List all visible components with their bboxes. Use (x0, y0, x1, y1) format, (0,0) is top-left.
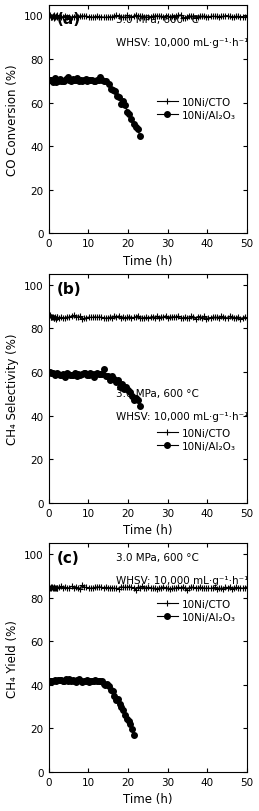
10Ni/CTO (85, 12, 88, 22)
X-axis label: Time (h): Time (h) (123, 524, 172, 537)
10Ni/CTO (48, 11, 51, 21)
10Ni/CTO (233, 584, 236, 594)
10Ni/Al₂O₃ (112, 375, 116, 384)
10Ni/CTO (245, 314, 248, 324)
10Ni/CTO (185, 585, 189, 594)
10Ni/CTO (81, 581, 84, 590)
10Ni/CTO (143, 313, 146, 323)
10Ni/CTO (237, 312, 240, 322)
X-axis label: Time (h): Time (h) (123, 792, 172, 805)
10Ni/Al₂O₃ (75, 371, 78, 381)
10Ni/CTO (52, 15, 55, 24)
10Ni/Al₂O₃ (136, 396, 139, 406)
10Ni/CTO (85, 582, 88, 592)
10Ni/CTO (162, 582, 165, 592)
10Ni/CTO (145, 14, 148, 24)
10Ni/Al₂O₃ (48, 676, 51, 686)
Text: (a): (a) (56, 12, 81, 28)
10Ni/Al₂O₃ (109, 684, 112, 694)
Text: 3.0 MPa, 600 °C: 3.0 MPa, 600 °C (116, 552, 199, 563)
10Ni/Al₂O₃ (67, 370, 70, 380)
10Ni/CTO (179, 11, 182, 21)
Text: WHSV: 10,000 mL·g⁻¹·h⁻¹: WHSV: 10,000 mL·g⁻¹·h⁻¹ (116, 412, 248, 422)
10Ni/CTO (160, 313, 163, 323)
10Ni/CTO (233, 13, 236, 23)
10Ni/CTO (48, 311, 51, 321)
10Ni/CTO (83, 314, 86, 324)
Text: 3.0 MPa, 600 °C: 3.0 MPa, 600 °C (116, 388, 199, 399)
10Ni/Al₂O₃ (111, 86, 114, 96)
10Ni/Al₂O₃ (66, 676, 69, 685)
10Ni/Al₂O₃ (131, 724, 134, 734)
10Ni/Al₂O₃ (138, 132, 141, 142)
10Ni/Al₂O₃ (105, 77, 108, 87)
Legend: 10Ni/CTO, 10Ni/Al₂O₃: 10Ni/CTO, 10Ni/Al₂O₃ (157, 599, 236, 622)
10Ni/Al₂O₃ (48, 368, 51, 378)
Legend: 10Ni/CTO, 10Ni/Al₂O₃: 10Ni/CTO, 10Ni/Al₂O₃ (157, 428, 236, 452)
Line: 10Ni/Al₂O₃: 10Ni/Al₂O₃ (47, 676, 137, 738)
10Ni/Al₂O₃ (48, 76, 51, 86)
Text: 3.0 MPa, 600 °C: 3.0 MPa, 600 °C (116, 15, 199, 24)
Line: 10Ni/CTO: 10Ni/CTO (47, 313, 250, 323)
10Ni/Al₂O₃ (74, 75, 77, 85)
Y-axis label: CH₄ Yield (%): CH₄ Yield (%) (5, 619, 19, 697)
10Ni/CTO (230, 313, 233, 323)
10Ni/Al₂O₃ (77, 674, 81, 684)
10Ni/CTO (74, 582, 77, 592)
Text: (c): (c) (56, 551, 79, 565)
Text: (b): (b) (56, 281, 81, 296)
10Ni/CTO (48, 583, 51, 593)
10Ni/CTO (162, 13, 165, 23)
10Ni/CTO (239, 583, 242, 593)
Y-axis label: CO Conversion (%): CO Conversion (%) (5, 64, 19, 176)
Text: WHSV: 10,000 mL·g⁻¹·h⁻¹: WHSV: 10,000 mL·g⁻¹·h⁻¹ (116, 576, 248, 586)
10Ni/Al₂O₃ (136, 125, 139, 135)
Line: 10Ni/Al₂O₃: 10Ni/Al₂O₃ (47, 75, 143, 139)
X-axis label: Time (h): Time (h) (123, 255, 172, 268)
10Ni/Al₂O₃ (106, 372, 110, 382)
10Ni/CTO (145, 583, 148, 593)
10Ni/Al₂O₃ (68, 75, 71, 85)
Line: 10Ni/Al₂O₃: 10Ni/Al₂O₃ (47, 367, 143, 410)
Legend: 10Ni/CTO, 10Ni/Al₂O₃: 10Ni/CTO, 10Ni/Al₂O₃ (157, 97, 236, 121)
10Ni/Al₂O₃ (103, 364, 106, 374)
Y-axis label: CH₄ Selectivity (%): CH₄ Selectivity (%) (5, 333, 19, 444)
10Ni/CTO (194, 315, 197, 324)
10Ni/Al₂O₃ (76, 75, 79, 84)
10Ni/Al₂O₃ (138, 401, 141, 411)
Line: 10Ni/CTO: 10Ni/CTO (47, 582, 250, 593)
10Ni/Al₂O₃ (74, 677, 77, 687)
10Ni/Al₂O₃ (104, 680, 107, 689)
10Ni/Al₂O₃ (73, 676, 76, 686)
10Ni/CTO (76, 14, 80, 24)
10Ni/CTO (239, 13, 242, 23)
10Ni/CTO (74, 313, 77, 323)
10Ni/CTO (245, 12, 248, 22)
10Ni/Al₂O₃ (74, 369, 77, 379)
Line: 10Ni/CTO: 10Ni/CTO (47, 13, 250, 23)
10Ni/Al₂O₃ (66, 73, 69, 83)
10Ni/CTO (245, 582, 248, 592)
10Ni/Al₂O₃ (132, 730, 135, 740)
Text: WHSV: 10,000 mL·g⁻¹·h⁻¹: WHSV: 10,000 mL·g⁻¹·h⁻¹ (116, 37, 248, 48)
